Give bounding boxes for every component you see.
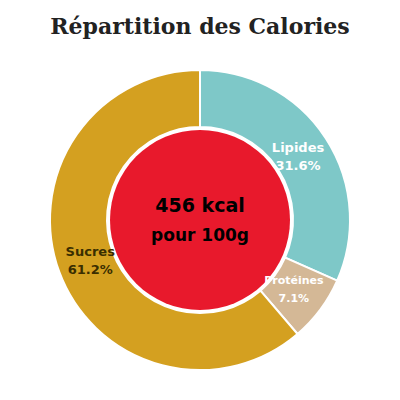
slice-label: Lipides bbox=[272, 140, 325, 155]
title: Répartition des Calories bbox=[50, 13, 349, 39]
data-label: 61.2% bbox=[68, 262, 113, 277]
slice-label: Protéines bbox=[264, 274, 324, 287]
center-circle bbox=[110, 130, 290, 310]
center-text: 456 kcal bbox=[155, 194, 245, 216]
slice bbox=[50, 70, 297, 370]
data-label: 31.6% bbox=[275, 158, 320, 173]
center-text: pour 100g bbox=[151, 225, 249, 245]
chart: Répartition des Calories 456 kcal pour 100… bbox=[0, 0, 400, 400]
donut: 456 kcal pour 100g Lipides 31.6% Protéines 7.… bbox=[50, 70, 350, 370]
data-label: 7.1% bbox=[279, 292, 310, 305]
slice-label: Sucres bbox=[66, 244, 116, 259]
